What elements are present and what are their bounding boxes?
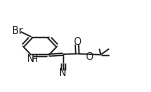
Text: O: O <box>85 52 93 62</box>
Text: N: N <box>27 54 35 64</box>
Text: O: O <box>73 37 81 47</box>
Text: Br: Br <box>12 26 22 36</box>
Text: N: N <box>59 68 67 78</box>
Text: H: H <box>31 55 37 64</box>
